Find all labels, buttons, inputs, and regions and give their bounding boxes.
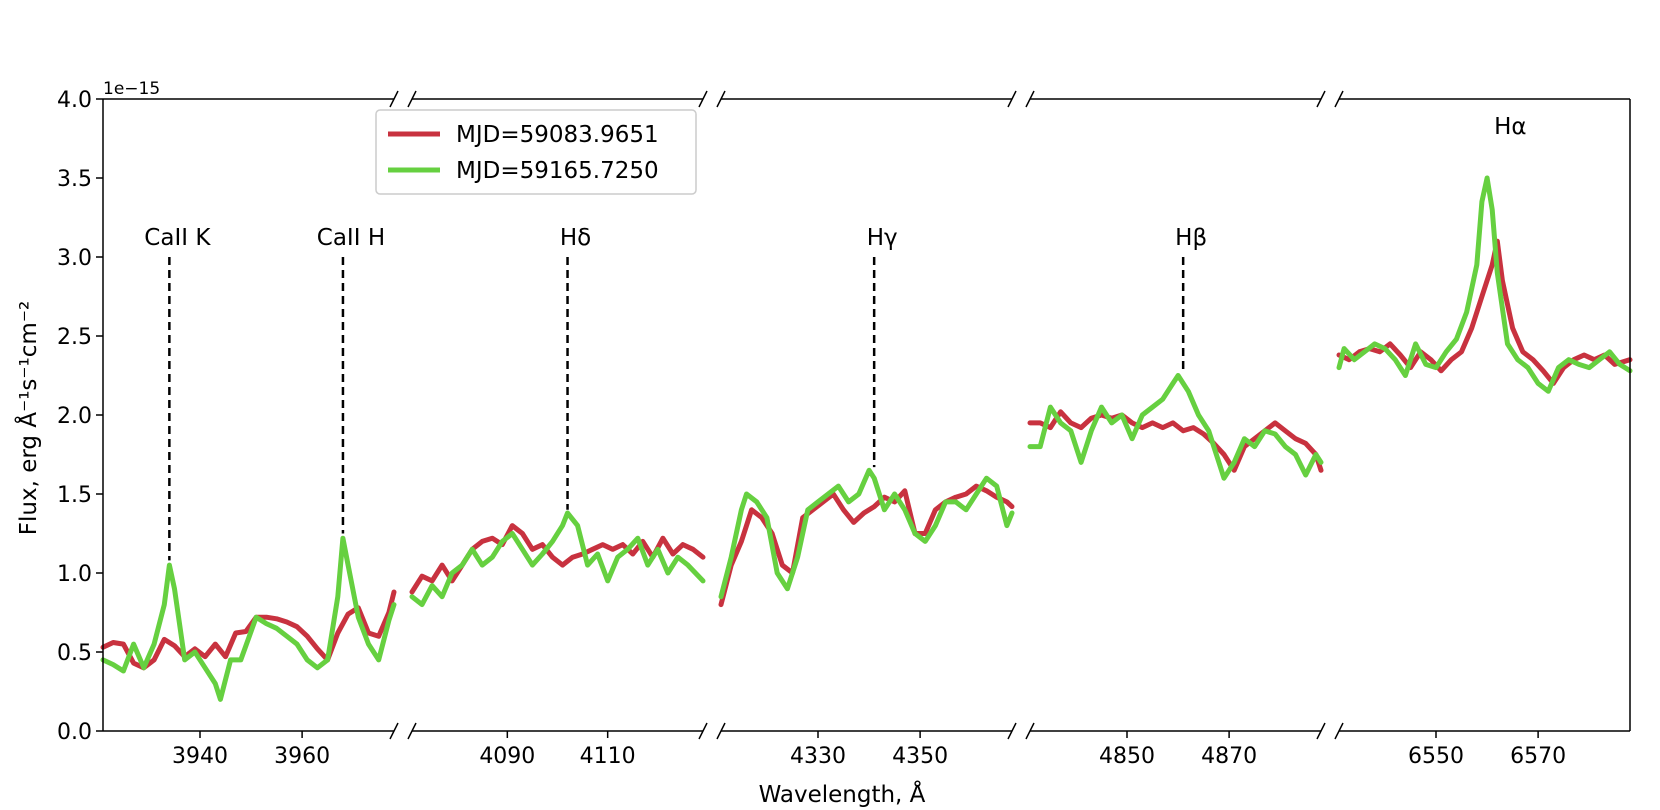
legend: MJD=59083.9651 MJD=59165.7250 <box>375 109 697 195</box>
line-5-label: Hβ <box>1175 225 1207 251</box>
legend-box <box>375 109 697 195</box>
x-tick-label-4870: 4870 <box>1201 744 1257 769</box>
y-offset-label: 1e−15 <box>103 79 160 99</box>
axis-break-mark-4-2-bottom <box>1334 722 1344 740</box>
x-tick-label-6550: 6550 <box>1408 744 1464 769</box>
series-1-segment-5 <box>1336 238 1633 386</box>
y-tick-label-1.5: 1.5 <box>57 483 92 508</box>
x-tick-label-3940: 3940 <box>172 744 228 769</box>
series-layer <box>100 175 1633 702</box>
axis-break-mark-1-1-bottom <box>389 722 399 740</box>
axis-break-mark-1-2-top <box>407 90 417 108</box>
series-2-segment-2 <box>409 510 706 608</box>
spectral-lines: CaII K CaII H Hδ Hγ Hβ Hα <box>144 114 1527 561</box>
x-axis-label: Wavelength, Å <box>759 780 926 808</box>
axes: 0.0 0.5 1.0 1.5 2.0 2.5 3.0 3.5 4.0 3940 3960 4090 4… <box>57 88 1631 769</box>
x-tick-label-6570: 6570 <box>1510 744 1566 769</box>
legend-label-2: MJD=59165.7250 <box>456 158 659 184</box>
axis-break-mark-1-2-bottom <box>407 722 417 740</box>
line-3-label: Hδ <box>560 225 591 251</box>
legend-label-1: MJD=59083.9651 <box>456 122 659 148</box>
x-tick-label-4330: 4330 <box>790 744 846 769</box>
axis-break-mark-4-1-bottom <box>1316 722 1326 740</box>
series-2-segment-1 <box>100 535 397 702</box>
series-2-segment-4 <box>1027 373 1324 481</box>
x-tick-label-4350: 4350 <box>892 744 948 769</box>
x-tick-label-4090: 4090 <box>479 744 535 769</box>
axis-break-mark-4-1-top <box>1316 90 1326 108</box>
y-tick-label-3.0: 3.0 <box>57 246 92 271</box>
axis-break-mark-2-2-top <box>716 90 726 108</box>
axis-break-mark-2-1-top <box>698 90 708 108</box>
axis-break-mark-1-1-top <box>389 90 399 108</box>
series-2-segment-3 <box>718 467 1015 600</box>
x-tick-label-4850: 4850 <box>1099 744 1155 769</box>
axis-break-mark-2-1-bottom <box>698 722 708 740</box>
y-tick-label-1.0: 1.0 <box>57 562 92 587</box>
y-tick-label-2.5: 2.5 <box>57 325 92 350</box>
x-tick-label-3960: 3960 <box>274 744 330 769</box>
x-tick-label-4110: 4110 <box>580 744 636 769</box>
axis-break-mark-3-1-top <box>1007 90 1017 108</box>
y-axis-label: Flux, erg Å⁻¹s⁻¹cm⁻² <box>14 301 42 535</box>
line-4-label: Hγ <box>867 225 898 251</box>
y-tick-label-0.0: 0.0 <box>57 720 92 745</box>
axis-break-mark-3-2-top <box>1025 90 1035 108</box>
series-2-segment-5 <box>1336 175 1633 394</box>
axis-break-mark-2-2-bottom <box>716 722 726 740</box>
y-tick-label-0.5: 0.5 <box>57 641 92 666</box>
axis-break-mark-4-2-top <box>1334 90 1344 108</box>
y-tick-label-2.0: 2.0 <box>57 404 92 429</box>
y-tick-label-3.5: 3.5 <box>57 167 92 192</box>
y-tick-label-4.0: 4.0 <box>57 88 92 113</box>
axis-break-mark-3-1-bottom <box>1007 722 1017 740</box>
axis-break-mark-3-2-bottom <box>1025 722 1035 740</box>
line-1-label: CaII K <box>144 225 211 251</box>
line-2-label: CaII H <box>317 225 385 251</box>
line-6-label: Hα <box>1494 114 1526 140</box>
series-1-segment-4 <box>1027 409 1324 473</box>
